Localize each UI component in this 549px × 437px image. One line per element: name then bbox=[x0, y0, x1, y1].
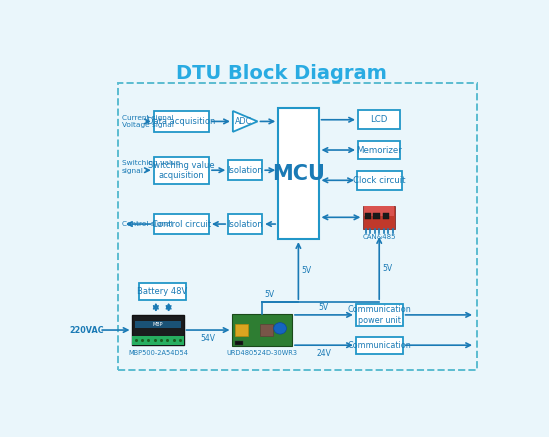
Text: URD480524D-30WR3: URD480524D-30WR3 bbox=[227, 350, 298, 357]
Text: 220VAC: 220VAC bbox=[70, 326, 104, 335]
FancyBboxPatch shape bbox=[234, 324, 248, 336]
FancyBboxPatch shape bbox=[154, 214, 209, 234]
Text: Data acquisition: Data acquisition bbox=[147, 117, 216, 126]
FancyBboxPatch shape bbox=[232, 314, 292, 346]
Text: Switching value
acquisition: Switching value acquisition bbox=[148, 160, 215, 180]
Text: Switching value
signal: Switching value signal bbox=[122, 160, 180, 173]
Text: DTU Block Diagram: DTU Block Diagram bbox=[176, 64, 387, 83]
Text: Memorizer: Memorizer bbox=[356, 146, 402, 155]
Text: 54V: 54V bbox=[200, 334, 215, 343]
Text: 5V: 5V bbox=[265, 290, 274, 299]
Text: 5V: 5V bbox=[383, 264, 393, 273]
FancyBboxPatch shape bbox=[139, 283, 186, 300]
Text: MBP500-2A54D54: MBP500-2A54D54 bbox=[128, 350, 188, 356]
FancyBboxPatch shape bbox=[132, 336, 183, 345]
Text: 5V: 5V bbox=[302, 266, 312, 275]
FancyBboxPatch shape bbox=[365, 213, 371, 218]
FancyBboxPatch shape bbox=[278, 108, 318, 239]
FancyBboxPatch shape bbox=[363, 205, 395, 229]
FancyBboxPatch shape bbox=[373, 213, 380, 218]
Text: Current signal
Voltage signal: Current signal Voltage signal bbox=[122, 114, 173, 128]
Text: 24V: 24V bbox=[316, 349, 332, 357]
Text: Communication
power unit: Communication power unit bbox=[348, 305, 411, 325]
Text: Clock circuit: Clock circuit bbox=[353, 176, 406, 185]
Text: 5V: 5V bbox=[319, 303, 329, 312]
Text: Communication: Communication bbox=[348, 341, 411, 350]
Ellipse shape bbox=[274, 323, 287, 334]
FancyBboxPatch shape bbox=[356, 304, 402, 326]
FancyBboxPatch shape bbox=[383, 213, 389, 218]
Text: Isolation: Isolation bbox=[227, 219, 263, 229]
FancyBboxPatch shape bbox=[358, 111, 401, 129]
FancyBboxPatch shape bbox=[364, 206, 394, 215]
Text: Control circuit: Control circuit bbox=[152, 219, 211, 229]
FancyBboxPatch shape bbox=[356, 337, 402, 354]
FancyBboxPatch shape bbox=[358, 141, 401, 159]
Text: MBP: MBP bbox=[153, 323, 163, 327]
Polygon shape bbox=[233, 111, 257, 132]
FancyBboxPatch shape bbox=[234, 341, 243, 345]
FancyBboxPatch shape bbox=[154, 111, 209, 132]
FancyBboxPatch shape bbox=[260, 324, 273, 336]
FancyBboxPatch shape bbox=[132, 315, 183, 345]
Text: Battery 48V: Battery 48V bbox=[137, 287, 187, 296]
FancyBboxPatch shape bbox=[154, 157, 209, 184]
Text: Control signal: Control signal bbox=[122, 221, 172, 227]
Text: MCU: MCU bbox=[272, 163, 325, 184]
FancyBboxPatch shape bbox=[228, 160, 262, 180]
Text: ADC: ADC bbox=[236, 117, 253, 126]
FancyBboxPatch shape bbox=[228, 214, 262, 234]
Text: CAN&485: CAN&485 bbox=[362, 235, 396, 240]
FancyBboxPatch shape bbox=[357, 171, 401, 190]
Text: LCD: LCD bbox=[371, 115, 388, 124]
Text: Isolation: Isolation bbox=[227, 166, 263, 175]
FancyBboxPatch shape bbox=[135, 321, 181, 328]
